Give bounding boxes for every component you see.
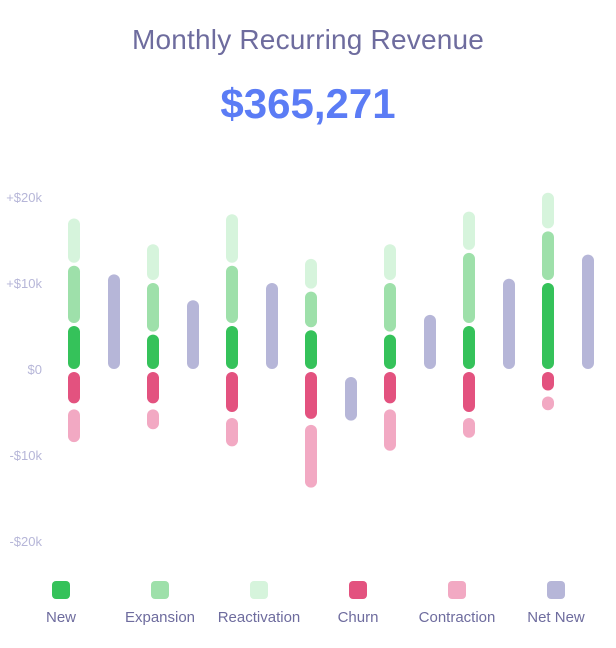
legend-item-new: New xyxy=(6,578,116,626)
legend-swatch-expansion xyxy=(151,581,169,599)
bar-reactivation xyxy=(68,218,80,263)
y-tick-label: +$10k xyxy=(6,276,42,291)
bar-new xyxy=(226,326,238,369)
legend-label-expansion: Expansion xyxy=(124,609,196,626)
bar-reactivation xyxy=(147,244,159,280)
bar-expansion xyxy=(147,283,159,332)
bar-new xyxy=(305,330,317,369)
bar-contraction xyxy=(68,409,80,443)
legend-swatch-new xyxy=(52,581,70,599)
bar-net-new xyxy=(424,314,436,369)
bar-new xyxy=(463,326,475,369)
mrr-bar-chart: +$20k +$10k $0 -$10k -$20k xyxy=(6,190,594,549)
bar-net-new xyxy=(266,283,278,369)
y-tick-label: -$10k xyxy=(9,448,42,463)
legend-item-churn: Churn xyxy=(303,578,413,626)
legend-item-expansion: Expansion xyxy=(105,578,215,626)
bar-expansion xyxy=(384,283,396,332)
bar-churn xyxy=(226,372,238,412)
legend-label-net-new: Net New xyxy=(527,609,585,626)
bar-new xyxy=(68,326,80,369)
bar-contraction xyxy=(463,418,475,438)
bar-reactivation xyxy=(463,211,475,250)
bar-expansion xyxy=(463,252,475,323)
bar-net-new xyxy=(187,300,199,369)
bar-churn xyxy=(542,372,554,391)
legend-item-net-new: Net New xyxy=(501,578,611,626)
legend-item-reactivation: Reactivation xyxy=(204,578,314,626)
bar-net-new xyxy=(345,377,357,421)
legend-label-contraction: Contraction xyxy=(418,609,496,626)
bar-expansion xyxy=(68,265,80,323)
bar-new xyxy=(384,334,396,369)
bar-contraction xyxy=(147,409,159,430)
bar-net-new xyxy=(582,254,594,369)
bar-reactivation xyxy=(305,258,317,289)
bar-contraction xyxy=(384,409,396,451)
bar-new xyxy=(147,334,159,369)
bar-contraction xyxy=(542,396,554,411)
chart-legend: New Expansion Reactivation Churn Contrac… xyxy=(0,578,616,638)
y-tick-label: +$20k xyxy=(6,190,42,205)
bar-churn xyxy=(463,372,475,412)
legend-label-churn: Churn xyxy=(337,609,379,626)
legend-label-new: New xyxy=(45,609,76,626)
y-tick-label: -$20k xyxy=(9,534,42,549)
bar-contraction xyxy=(226,418,238,447)
legend-swatch-net-new xyxy=(547,581,565,599)
bar-churn xyxy=(147,372,159,404)
bar-net-new xyxy=(503,278,515,369)
bar-new xyxy=(542,283,554,369)
bar-expansion xyxy=(305,291,317,328)
bar-churn xyxy=(305,372,317,419)
bar-reactivation xyxy=(542,192,554,229)
y-tick-label: $0 xyxy=(28,362,42,377)
chart-title: Monthly Recurring Revenue xyxy=(131,24,485,55)
mrr-total: $365,271 xyxy=(220,80,396,127)
bar-net-new xyxy=(108,274,120,369)
bar-contraction xyxy=(305,424,317,488)
legend-item-contraction: Contraction xyxy=(402,578,512,626)
legend-swatch-churn xyxy=(349,581,367,599)
legend-label-reactivation: Reactivation xyxy=(217,609,301,626)
bar-churn xyxy=(68,372,80,404)
bar-expansion xyxy=(226,265,238,323)
legend-swatch-reactivation xyxy=(250,581,268,599)
legend-swatch-contraction xyxy=(448,581,466,599)
bar-reactivation xyxy=(226,214,238,263)
bar-expansion xyxy=(542,231,554,280)
bar-reactivation xyxy=(384,244,396,280)
bar-churn xyxy=(384,372,396,404)
